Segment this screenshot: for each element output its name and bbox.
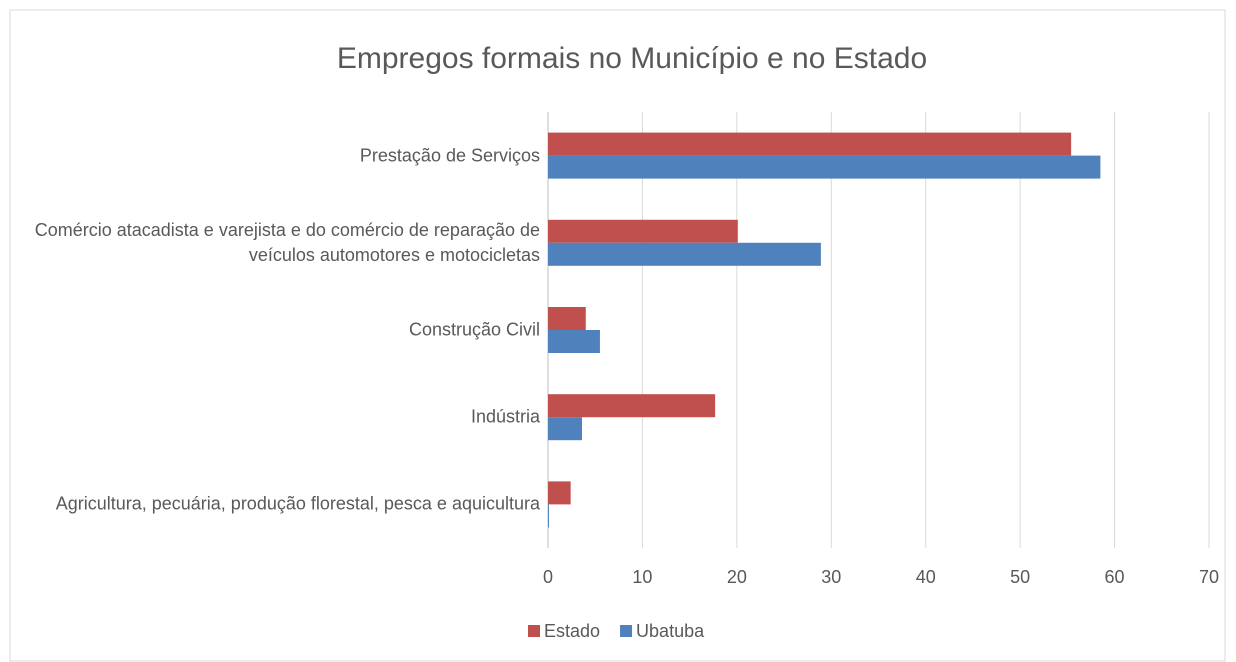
legend-label: Estado: [544, 621, 600, 641]
y-tick-label: Agricultura, pecuária, produção floresta…: [55, 493, 540, 514]
bar: [548, 219, 738, 243]
x-tick-label: 0: [543, 567, 553, 587]
chart-title: Empregos formais no Município e no Estad…: [337, 42, 927, 75]
x-tick-label: 30: [821, 567, 841, 587]
chart-border: [9, 9, 1226, 662]
x-tick-label: 10: [632, 567, 652, 587]
bar: [548, 132, 1072, 156]
legend-swatch: [620, 625, 633, 637]
bar: [548, 481, 571, 505]
legend-label: Ubatuba: [636, 621, 705, 641]
bar: [548, 504, 549, 528]
x-tick-label: 70: [1199, 567, 1219, 587]
bar: [548, 307, 586, 330]
y-tick-label: Indústria: [470, 406, 540, 427]
x-tick-label: 50: [1010, 567, 1030, 587]
bar: [548, 330, 600, 353]
bar: [548, 394, 716, 418]
legend-swatch: [528, 625, 540, 637]
bar: [548, 417, 582, 441]
bar: [548, 242, 821, 266]
y-tick-label: Prestação de Serviços: [359, 145, 540, 166]
y-tick-label: Comércio atacadista e varejista e do com…: [34, 219, 540, 265]
x-tick-label: 60: [1105, 567, 1125, 587]
x-tick-label: 20: [727, 567, 747, 587]
x-tick-label: 40: [916, 567, 936, 587]
bar: [548, 155, 1101, 179]
y-tick-label: Construção Civil: [408, 319, 540, 340]
